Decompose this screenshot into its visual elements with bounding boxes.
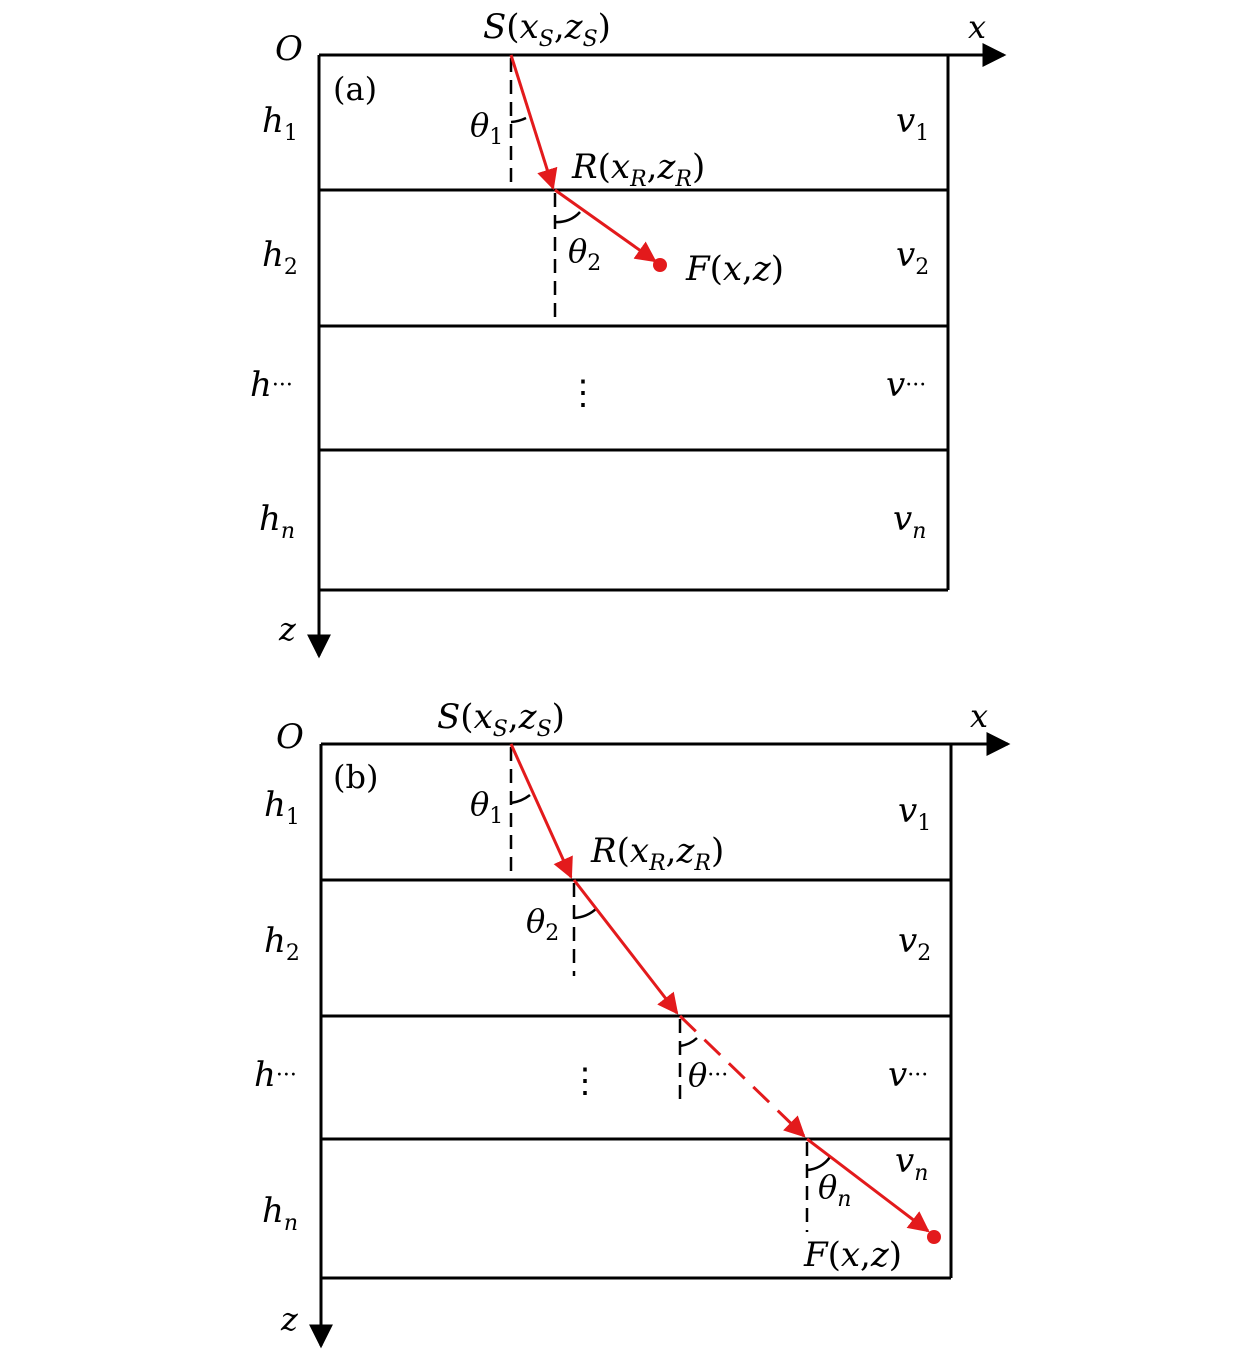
x-axis-label: x (970, 697, 988, 735)
origin-label: O (276, 717, 304, 757)
thickness-label: h1 (264, 785, 300, 830)
thickness-label: h1 (262, 101, 298, 146)
velocity-label: v2 (896, 235, 929, 280)
velocity-label: vn (895, 1141, 928, 1186)
angle-arc-1 (510, 793, 531, 805)
z-axis-label: z (278, 610, 297, 648)
vertical-ellipsis: ⋮ (566, 373, 600, 413)
angle-arc-1 (510, 116, 527, 124)
angle-label: θ··· (688, 1056, 728, 1094)
velocity-label: v1 (898, 791, 931, 836)
ray-segment-3 (678, 1014, 806, 1138)
x-axis-label: x (968, 8, 986, 46)
angle-arc-n (806, 1156, 832, 1172)
panel-label: (a) (333, 70, 377, 108)
panel-a: O x z (a) S(xS,zS) R(xR,zR) F(x,z) θ1 θ2… (250, 7, 1007, 659)
ray-segment-1 (509, 743, 573, 879)
thickness-label: hn (259, 499, 295, 544)
velocity-label: v2 (898, 921, 931, 966)
panel-b: O x z (b) S(xS,zS) R(xR,zR) F(x,z) θ1 θ2… (254, 697, 1011, 1349)
end-point (653, 258, 667, 272)
angle-arc-2 (554, 211, 581, 224)
end-point-label: F(x,z) (685, 249, 784, 289)
thickness-label: h2 (264, 921, 300, 966)
angle-arc-3 (679, 1037, 698, 1048)
ray-segment-2 (554, 188, 657, 263)
angle-label: θn (818, 1168, 851, 1212)
thickness-label: hn (262, 1191, 298, 1236)
end-point-label: F(x,z) (803, 1235, 902, 1275)
ray-segment-n (806, 1137, 930, 1233)
angle-label: θ2 (568, 232, 601, 276)
velocity-label: vn (893, 499, 926, 544)
refraction-point-label: R(xR,zR) (590, 831, 724, 876)
end-point (927, 1230, 941, 1244)
angle-label: θ1 (470, 106, 503, 150)
angle-label: θ1 (470, 785, 503, 829)
angle-label: θ2 (526, 902, 559, 946)
source-label: S(xS,zS) (483, 7, 611, 52)
vertical-ellipsis: ⋮ (568, 1061, 602, 1101)
source-label: S(xS,zS) (437, 697, 565, 742)
velocity-label: v··· (888, 1055, 928, 1095)
thickness-label: h2 (262, 235, 298, 280)
origin-label: O (275, 29, 303, 69)
ray-segment-1 (509, 54, 558, 191)
velocity-label: v··· (886, 365, 926, 405)
panel-label: (b) (333, 758, 378, 796)
z-axis-label: z (280, 1300, 299, 1338)
thickness-label: h··· (254, 1055, 297, 1095)
angle-arc-2 (573, 907, 598, 920)
refraction-point-label: R(xR,zR) (571, 147, 705, 192)
velocity-label: v1 (896, 101, 929, 146)
thickness-label: h··· (250, 365, 293, 405)
ray-segment-2 (572, 879, 679, 1015)
